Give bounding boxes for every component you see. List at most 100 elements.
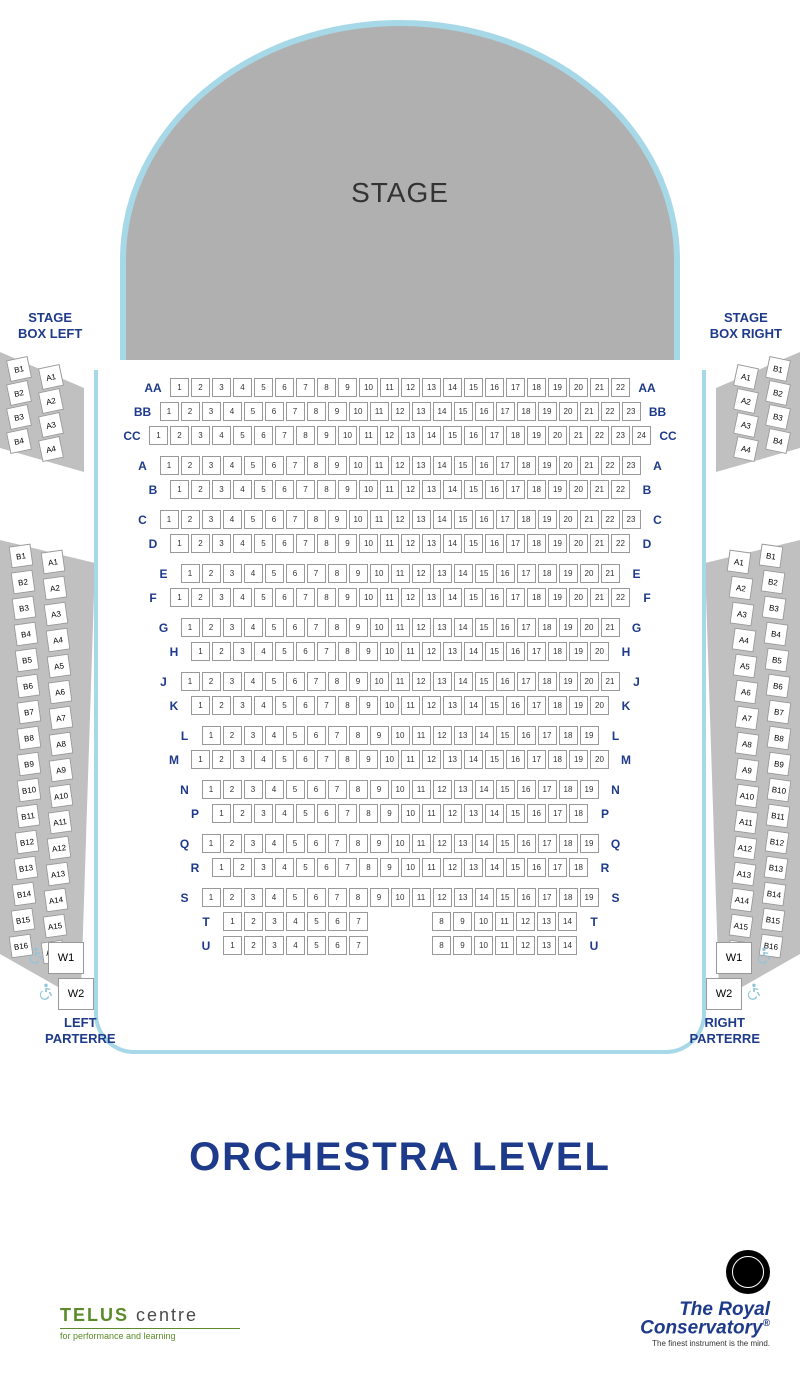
seat[interactable]: 1 [160,402,179,421]
seat[interactable]: 23 [622,402,641,421]
parterre-seat[interactable]: A6 [47,680,72,705]
parterre-seat[interactable]: A12 [47,836,72,861]
seat[interactable]: 3 [191,426,210,445]
seat[interactable]: 16 [506,750,525,769]
seat[interactable]: 5 [275,696,294,715]
seat[interactable]: 19 [569,642,588,661]
seat[interactable]: 13 [464,804,483,823]
seat[interactable]: 12 [401,480,420,499]
seat[interactable]: 4 [286,936,305,955]
seat[interactable]: 18 [559,834,578,853]
seat[interactable]: 12 [391,402,410,421]
seat[interactable]: 1 [191,696,210,715]
seat[interactable]: 11 [370,510,389,529]
seat[interactable]: 4 [254,642,273,661]
seat[interactable]: 16 [517,834,536,853]
seat[interactable]: 2 [244,912,263,931]
seat[interactable]: 18 [527,378,546,397]
seat[interactable]: 4 [275,858,294,877]
seat[interactable]: 2 [170,426,189,445]
seat[interactable]: 7 [275,426,294,445]
seat[interactable]: 1 [202,834,221,853]
parterre-seat[interactable]: A4 [45,628,70,653]
parterre-seat[interactable]: B1 [759,544,784,569]
seat[interactable]: 18 [527,534,546,553]
seat[interactable]: 4 [265,780,284,799]
parterre-seat[interactable]: A8 [49,732,74,757]
parterre-seat[interactable]: B11 [15,804,40,829]
seat[interactable]: 3 [223,564,242,583]
seat[interactable]: 7 [317,750,336,769]
seat[interactable]: 8 [338,750,357,769]
seat[interactable]: 24 [632,426,651,445]
seat[interactable]: 15 [496,834,515,853]
seat[interactable]: 14 [485,858,504,877]
seat[interactable]: 14 [475,726,494,745]
seat[interactable]: 2 [233,804,252,823]
seat[interactable]: 13 [537,936,556,955]
seat[interactable]: 11 [370,402,389,421]
seat[interactable]: 20 [548,426,567,445]
parterre-seat[interactable]: B10 [16,778,41,803]
seat[interactable]: 6 [275,534,294,553]
seat[interactable]: 14 [464,642,483,661]
seat[interactable]: 2 [181,510,200,529]
seat[interactable]: 18 [548,750,567,769]
seat[interactable]: 9 [338,480,357,499]
seat[interactable]: 11 [391,564,410,583]
seat[interactable]: 10 [380,750,399,769]
seat[interactable]: 9 [370,888,389,907]
seat[interactable]: 20 [580,564,599,583]
seat[interactable]: 9 [338,534,357,553]
seat[interactable]: 19 [548,480,567,499]
seat[interactable]: 13 [464,858,483,877]
seat[interactable]: 10 [359,534,378,553]
parterre-seat[interactable]: A15 [728,914,753,939]
seat[interactable]: 10 [391,888,410,907]
seat[interactable]: 18 [517,402,536,421]
box-seat[interactable]: B4 [6,428,32,454]
seat[interactable]: 12 [443,804,462,823]
seat[interactable]: 2 [233,858,252,877]
seat[interactable]: 17 [517,618,536,637]
seat[interactable]: 18 [538,672,557,691]
seat[interactable]: 14 [433,510,452,529]
seat[interactable]: 16 [517,780,536,799]
seat[interactable]: 15 [454,510,473,529]
seat[interactable]: 3 [265,936,284,955]
seat[interactable]: 17 [496,456,515,475]
parterre-seat[interactable]: A4 [731,628,756,653]
parterre-seat[interactable]: B4 [763,622,788,647]
seat[interactable]: 1 [191,750,210,769]
seat[interactable]: 12 [401,534,420,553]
parterre-seat[interactable]: B8 [767,726,792,751]
seat[interactable]: 8 [317,378,336,397]
parterre-seat[interactable]: B7 [766,700,791,725]
seat[interactable]: 4 [244,618,263,637]
seat[interactable]: 2 [202,618,221,637]
seat[interactable]: 9 [359,642,378,661]
seat[interactable]: 3 [244,780,263,799]
seat[interactable]: 13 [422,534,441,553]
seat[interactable]: 20 [569,588,588,607]
seat[interactable]: 11 [495,936,514,955]
seat[interactable]: 8 [317,534,336,553]
seat[interactable]: 8 [349,780,368,799]
seat[interactable]: 3 [202,456,221,475]
seat[interactable]: 9 [338,378,357,397]
seat[interactable]: 8 [432,912,451,931]
seat[interactable]: 10 [474,912,493,931]
seat[interactable]: 7 [349,912,368,931]
seat[interactable]: 13 [412,510,431,529]
seat[interactable]: 20 [569,534,588,553]
seat[interactable]: 16 [485,534,504,553]
seat[interactable]: 7 [328,780,347,799]
seat[interactable]: 11 [495,912,514,931]
seat[interactable]: 17 [517,564,536,583]
seat[interactable]: 10 [349,402,368,421]
seat[interactable]: 2 [244,936,263,955]
seat[interactable]: 8 [349,834,368,853]
seat[interactable]: 7 [307,618,326,637]
seat[interactable]: 3 [212,588,231,607]
seat[interactable]: 4 [223,402,242,421]
